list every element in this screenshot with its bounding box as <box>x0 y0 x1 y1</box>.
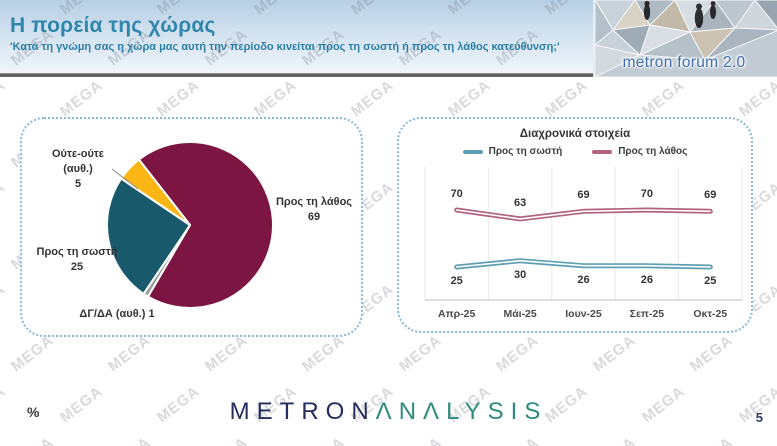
mega-watermark: MEGA <box>0 178 10 223</box>
legend-label-lathos: Προς τη λάθος <box>618 146 688 157</box>
pie-label-oute-name: Ούτε-ούτε (αυθ.) <box>51 148 104 175</box>
mega-watermark: MEGA <box>250 76 301 121</box>
mega-watermark: MEGA <box>0 76 10 121</box>
mega-watermark: MEGA <box>202 434 251 446</box>
pie-label-oute-value: 5 <box>74 177 82 190</box>
mega-watermark: MEGA <box>687 434 736 446</box>
pie-label-dgda: ΔΓ/ΔΑ (αυθ.) 1 <box>57 307 177 322</box>
trend-line-chart <box>424 167 743 301</box>
mega-watermark: MEGA <box>638 76 689 121</box>
header: Η πορεία της χώρας 'Κατά τη γνώμη σας η … <box>10 14 560 53</box>
pie-label-oute: Ούτε-ούτε (αυθ.) 5 <box>37 147 119 192</box>
pie-panel: Ούτε-ούτε (αυθ.) 5 Προς τη λάθος 69 Προς… <box>20 117 363 337</box>
series-line <box>455 259 712 268</box>
legend-item-lathos: Προς τη λάθος <box>592 146 687 157</box>
mega-watermark: MEGA <box>735 76 777 121</box>
mega-watermark: MEGA <box>298 331 349 376</box>
pie-slice <box>120 158 191 226</box>
mega-watermark: MEGA <box>395 331 446 376</box>
brand-metron: METRON <box>229 398 376 425</box>
mega-watermark: MEGA <box>7 331 58 376</box>
mega-watermark: MEGA <box>104 331 155 376</box>
mega-watermark: MEGA <box>492 331 543 376</box>
trend-panel: Διαχρονικά στοιχεία Προς τη σωστή Προς τ… <box>397 117 753 333</box>
page-title: Η πορεία της χώρας <box>10 14 216 37</box>
pie-label-dgda-name: ΔΓ/ΔΑ (αυθ.) <box>79 308 146 320</box>
brand-analysis: ΛNΛLYSIS <box>375 398 548 425</box>
pie-leader-line <box>111 168 139 190</box>
mega-watermark: MEGA <box>8 434 57 446</box>
pie-label-sosti: Προς τη σωστή 25 <box>30 245 124 275</box>
pie-label-sosti-name: Προς τη σωστή <box>36 246 118 258</box>
page-number: 5 <box>755 410 763 425</box>
trend-legend: Προς τη σωστή Προς τη λάθος <box>399 146 751 157</box>
mega-watermark: MEGA <box>444 76 495 121</box>
pie-label-lathos-value: 69 <box>307 210 321 223</box>
header-divider <box>0 73 777 77</box>
legend-item-sosti: Προς τη σωστή <box>462 146 563 157</box>
mega-watermark: MEGA <box>396 434 445 446</box>
mega-watermark: MEGA <box>105 434 154 446</box>
people-silhouettes-icon <box>643 0 716 28</box>
legend-swatch-blue-icon <box>462 149 483 154</box>
mega-watermark: MEGA <box>347 76 398 121</box>
trend-chart-title: Διαχρονικά στοιχεία <box>519 128 631 140</box>
pie-label-sosti-value: 25 <box>70 260 84 273</box>
mega-watermark: MEGA <box>589 331 640 376</box>
pie-label-dgda-value: 1 <box>148 308 155 320</box>
mega-watermark: MEGA <box>299 434 348 446</box>
logo-mosaic-image <box>595 0 777 77</box>
series-line <box>455 209 712 220</box>
pie-slice <box>137 141 274 309</box>
metron-forum-logo: metron forum 2.0 <box>593 0 777 77</box>
pie-slice <box>106 177 191 295</box>
legend-swatch-pink-icon <box>592 149 613 154</box>
pie-label-lathos-name: Προς τη λάθος <box>275 196 353 208</box>
mega-watermark: MEGA <box>541 76 592 121</box>
direction-pie-chart <box>106 141 274 309</box>
mega-watermark: MEGA <box>56 76 107 121</box>
logo-text: metron forum 2.0 <box>622 54 746 71</box>
page-subtitle: 'Κατά τη γνώμη σας η χώρα μας αυτή την π… <box>10 41 560 53</box>
metron-analysis-logo: METRONΛNΛLYSIS <box>0 398 777 426</box>
percent-note: % <box>27 404 40 420</box>
mega-watermark: MEGA <box>590 434 639 446</box>
mega-watermark: MEGA <box>493 434 542 446</box>
mega-watermark: MEGA <box>686 331 737 376</box>
mega-watermark: MEGA <box>201 331 252 376</box>
pie-label-lathos: Προς τη λάθος 69 <box>264 195 364 225</box>
mega-watermark: MEGA <box>153 76 204 121</box>
mega-watermark: MEGA <box>0 280 10 325</box>
legend-label-sosti: Προς τη σωστή <box>488 146 563 157</box>
